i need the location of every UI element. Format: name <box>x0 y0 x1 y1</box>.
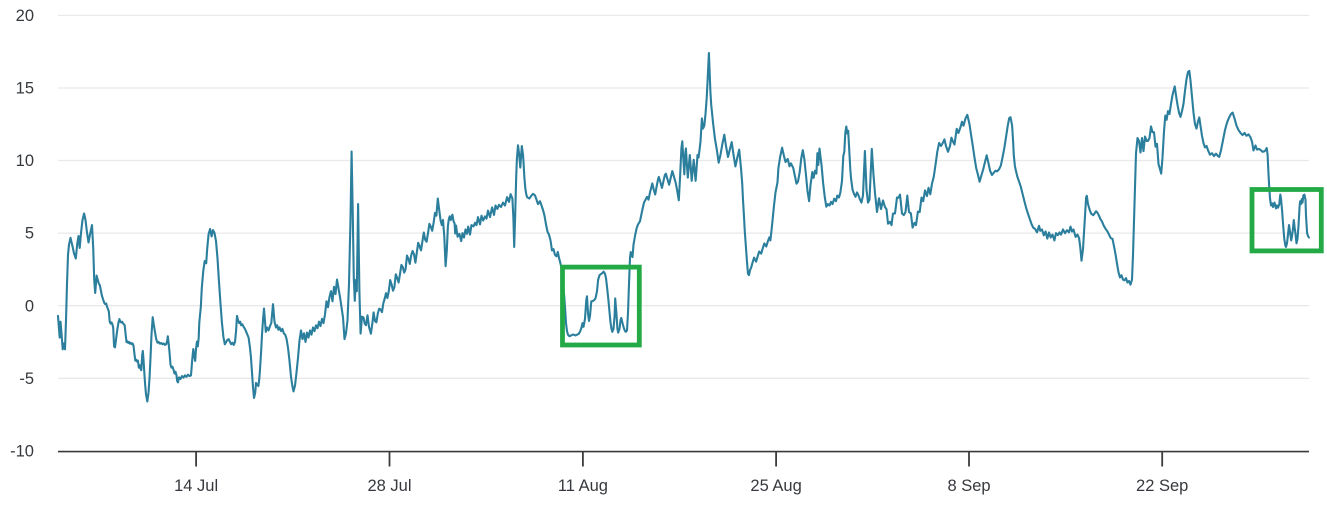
svg-text:14 Jul: 14 Jul <box>174 477 218 495</box>
svg-text:5: 5 <box>25 225 34 243</box>
svg-text:11 Aug: 11 Aug <box>558 477 608 495</box>
svg-text:20: 20 <box>16 7 34 25</box>
svg-text:28 Jul: 28 Jul <box>367 477 411 495</box>
svg-text:-5: -5 <box>19 370 34 388</box>
svg-text:25 Aug: 25 Aug <box>750 477 801 495</box>
svg-text:22 Sep: 22 Sep <box>1136 477 1188 495</box>
svg-text:15: 15 <box>16 80 34 98</box>
svg-text:10: 10 <box>16 152 34 170</box>
svg-text:8 Sep: 8 Sep <box>947 477 990 495</box>
svg-text:-10: -10 <box>10 443 34 461</box>
svg-text:0: 0 <box>25 297 34 315</box>
